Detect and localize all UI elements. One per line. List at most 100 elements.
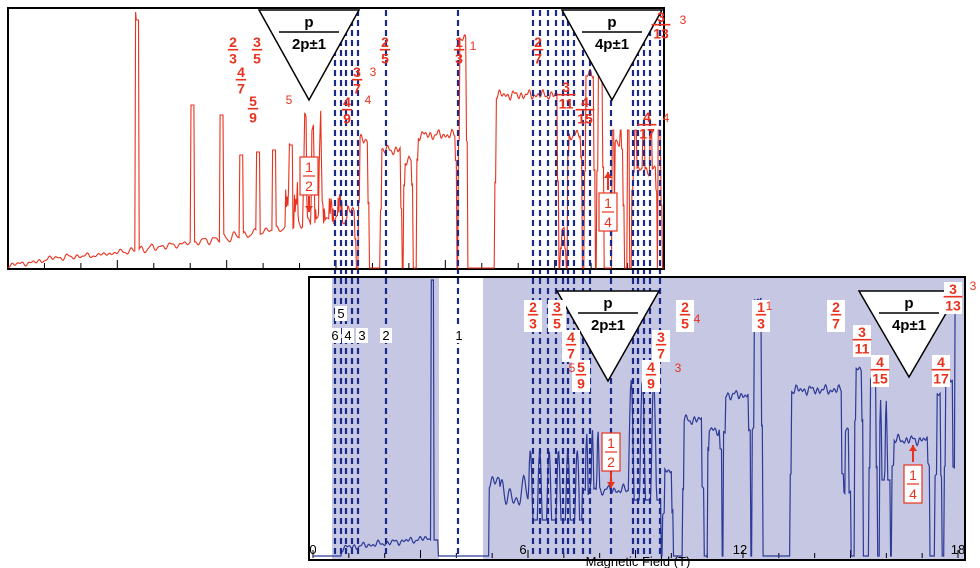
bottom-fraction-2-7-den: 7 (832, 316, 840, 332)
bottom-filling-factor-3: 3 (358, 328, 365, 343)
bottom-fraction-3-13-num: 3 (949, 281, 957, 297)
bottom-fraction-4-15-den: 15 (872, 371, 888, 387)
bottom-fraction-4-17-num: 4 (937, 354, 945, 370)
bottom-fraction-3-7-den: 7 (657, 346, 665, 362)
x-tick-label-0: 0 (309, 542, 316, 557)
bottom-triangle-2p-den: 2p±1 (591, 317, 625, 334)
bottom-fraction-3-5-num: 3 (553, 299, 561, 315)
top-fraction-5-9-num: 5 (249, 93, 257, 109)
bottom-triangle-4p: p 4p±1 (857, 290, 961, 379)
bottom-side-number-1: 3 (675, 361, 682, 375)
top-fraction-3-13: 313 (651, 9, 671, 42)
top-side-number-4: 3 (680, 13, 687, 27)
bottom-fraction-bg-3 (572, 360, 590, 392)
bottom-fraction-2-3: 23 (527, 299, 539, 332)
top-fraction-3-5-num: 3 (253, 34, 261, 50)
bottom-frame (308, 276, 966, 561)
top-fraction-4-15-den: 15 (577, 111, 593, 127)
bottom-fraction-3-7-num: 3 (657, 329, 665, 345)
x-tick-label-6: 6 (519, 542, 526, 557)
bottom-boxed-fraction-quarter: 14 (903, 464, 923, 504)
top-fraction-1-3-num: 1 (455, 34, 463, 50)
bottom-fraction-2-3-den: 3 (529, 316, 537, 332)
top-triangle-2p-num: p (304, 14, 313, 31)
top-trace (7, 11, 664, 269)
bottom-arrow-quarter (909, 445, 917, 462)
bottom-fraction-4-17-den: 17 (933, 371, 949, 387)
bottom-fraction-bg-4 (642, 360, 660, 392)
bottom-fraction-4-15: 415 (870, 354, 890, 387)
bottom-fraction-3-13: 313 (943, 281, 963, 314)
bottom-filling-factor-bg-3 (356, 328, 368, 343)
top-side-number-0: 5 (286, 93, 293, 107)
top-side-number-1: 4 (365, 93, 372, 107)
top-fraction-3-7-num: 3 (353, 64, 361, 80)
bottom-filling-factor-6: 6 (331, 328, 338, 343)
bottom-fraction-bg-1 (548, 300, 566, 332)
top-fraction-4-7-den: 7 (237, 81, 245, 97)
bottom-fraction-4-7-num: 4 (567, 329, 575, 345)
bottom-fraction-bg-9 (853, 325, 871, 357)
bottom-fraction-2-5-den: 5 (681, 316, 689, 332)
bottom-side-number-2: 4 (694, 312, 701, 326)
bottom-fraction-bg-6 (676, 300, 694, 332)
bottom-fraction-bg-0 (524, 300, 542, 332)
bottom-boxed-fraction-quarter-num: 1 (909, 467, 917, 483)
bottom-fraction-1-3-den: 3 (757, 316, 765, 332)
bottom-arrow-half (607, 472, 615, 488)
bottom-fraction-4-7: 47 (565, 329, 577, 362)
top-side-number-5: 4 (663, 111, 670, 125)
x-tick-labels: 0 6 12 18 (309, 542, 965, 557)
top-fraction-2-3: 23 (227, 34, 239, 67)
top-side-number-3: 1 (470, 39, 477, 53)
bottom-fraction-4-17: 417 (931, 354, 951, 387)
bottom-side-number-3: 1 (766, 299, 773, 313)
top-fraction-2-5: 25 (379, 34, 391, 67)
top-triangle-4p-den: 4p±1 (595, 36, 629, 53)
bottom-fraction-bg-7 (752, 300, 770, 332)
top-fraction-4-17: 417 (637, 109, 657, 142)
top-triangle-2p-den: 2p±1 (292, 36, 326, 53)
bottom-fraction-3-11: 311 (852, 324, 872, 357)
top-fraction-1-3-den: 3 (455, 51, 463, 67)
bottom-fraction-bg-5 (652, 330, 670, 362)
bottom-fraction-3-11-num: 3 (858, 324, 866, 340)
top-arrow-quarter-head (604, 172, 612, 178)
top-fraction-3-11-num: 3 (562, 79, 570, 95)
bottom-filling-factor-2: 2 (382, 328, 389, 343)
top-boxed-fraction-half-den: 2 (305, 178, 313, 194)
bottom-dashed-lines (333, 268, 662, 558)
bottom-boxed-fraction-half-den: 2 (607, 454, 615, 470)
bottom-fraction-bg-11 (932, 355, 950, 387)
bottom-triangle-2p: p 2p±1 (555, 290, 661, 383)
bottom-fraction-4-15-num: 4 (876, 354, 884, 370)
bottom-triangle-2p-num: p (603, 295, 612, 312)
bottom-fraction-2-3-num: 2 (529, 299, 537, 315)
top-triangle-4p-num: p (607, 14, 616, 31)
bottom-filling-factor-1: 1 (455, 328, 462, 343)
bottom-x-ticks (312, 550, 959, 558)
top-fraction-4-9: 49 (341, 94, 353, 127)
bottom-trace (313, 279, 958, 557)
bottom-fraction-3-13-den: 13 (945, 298, 961, 314)
bottom-filling-factor-bg-4 (342, 328, 354, 343)
bottom-fraction-4-9-num: 4 (647, 359, 655, 375)
top-fraction-2-7-den: 7 (534, 51, 542, 67)
bottom-fraction-bg-10 (871, 355, 889, 387)
bottom-filling-factor-bg-2 (380, 328, 392, 343)
top-fraction-4-15: 415 (575, 94, 595, 127)
bottom-fraction-3-11-den: 11 (855, 341, 870, 357)
bottom-boxed-fraction-half-num: 1 (607, 435, 615, 451)
bottom-filling-factor-5: 5 (337, 306, 344, 321)
top-fraction-4-9-num: 4 (343, 94, 351, 110)
top-fraction-2-5-den: 5 (381, 51, 389, 67)
bottom-filling-factor-bg-1 (453, 328, 465, 343)
bottom-fraction-3-5-den: 5 (553, 316, 561, 332)
bottom-triangle-4p-num: p (904, 295, 913, 312)
bottom-triangle-4p-den: 4p±1 (892, 317, 926, 334)
x-axis-label: Magnetic Field (T) (586, 554, 691, 568)
bottom-arrow-half-head (607, 482, 615, 488)
top-fraction-2-3-den: 3 (229, 51, 237, 67)
